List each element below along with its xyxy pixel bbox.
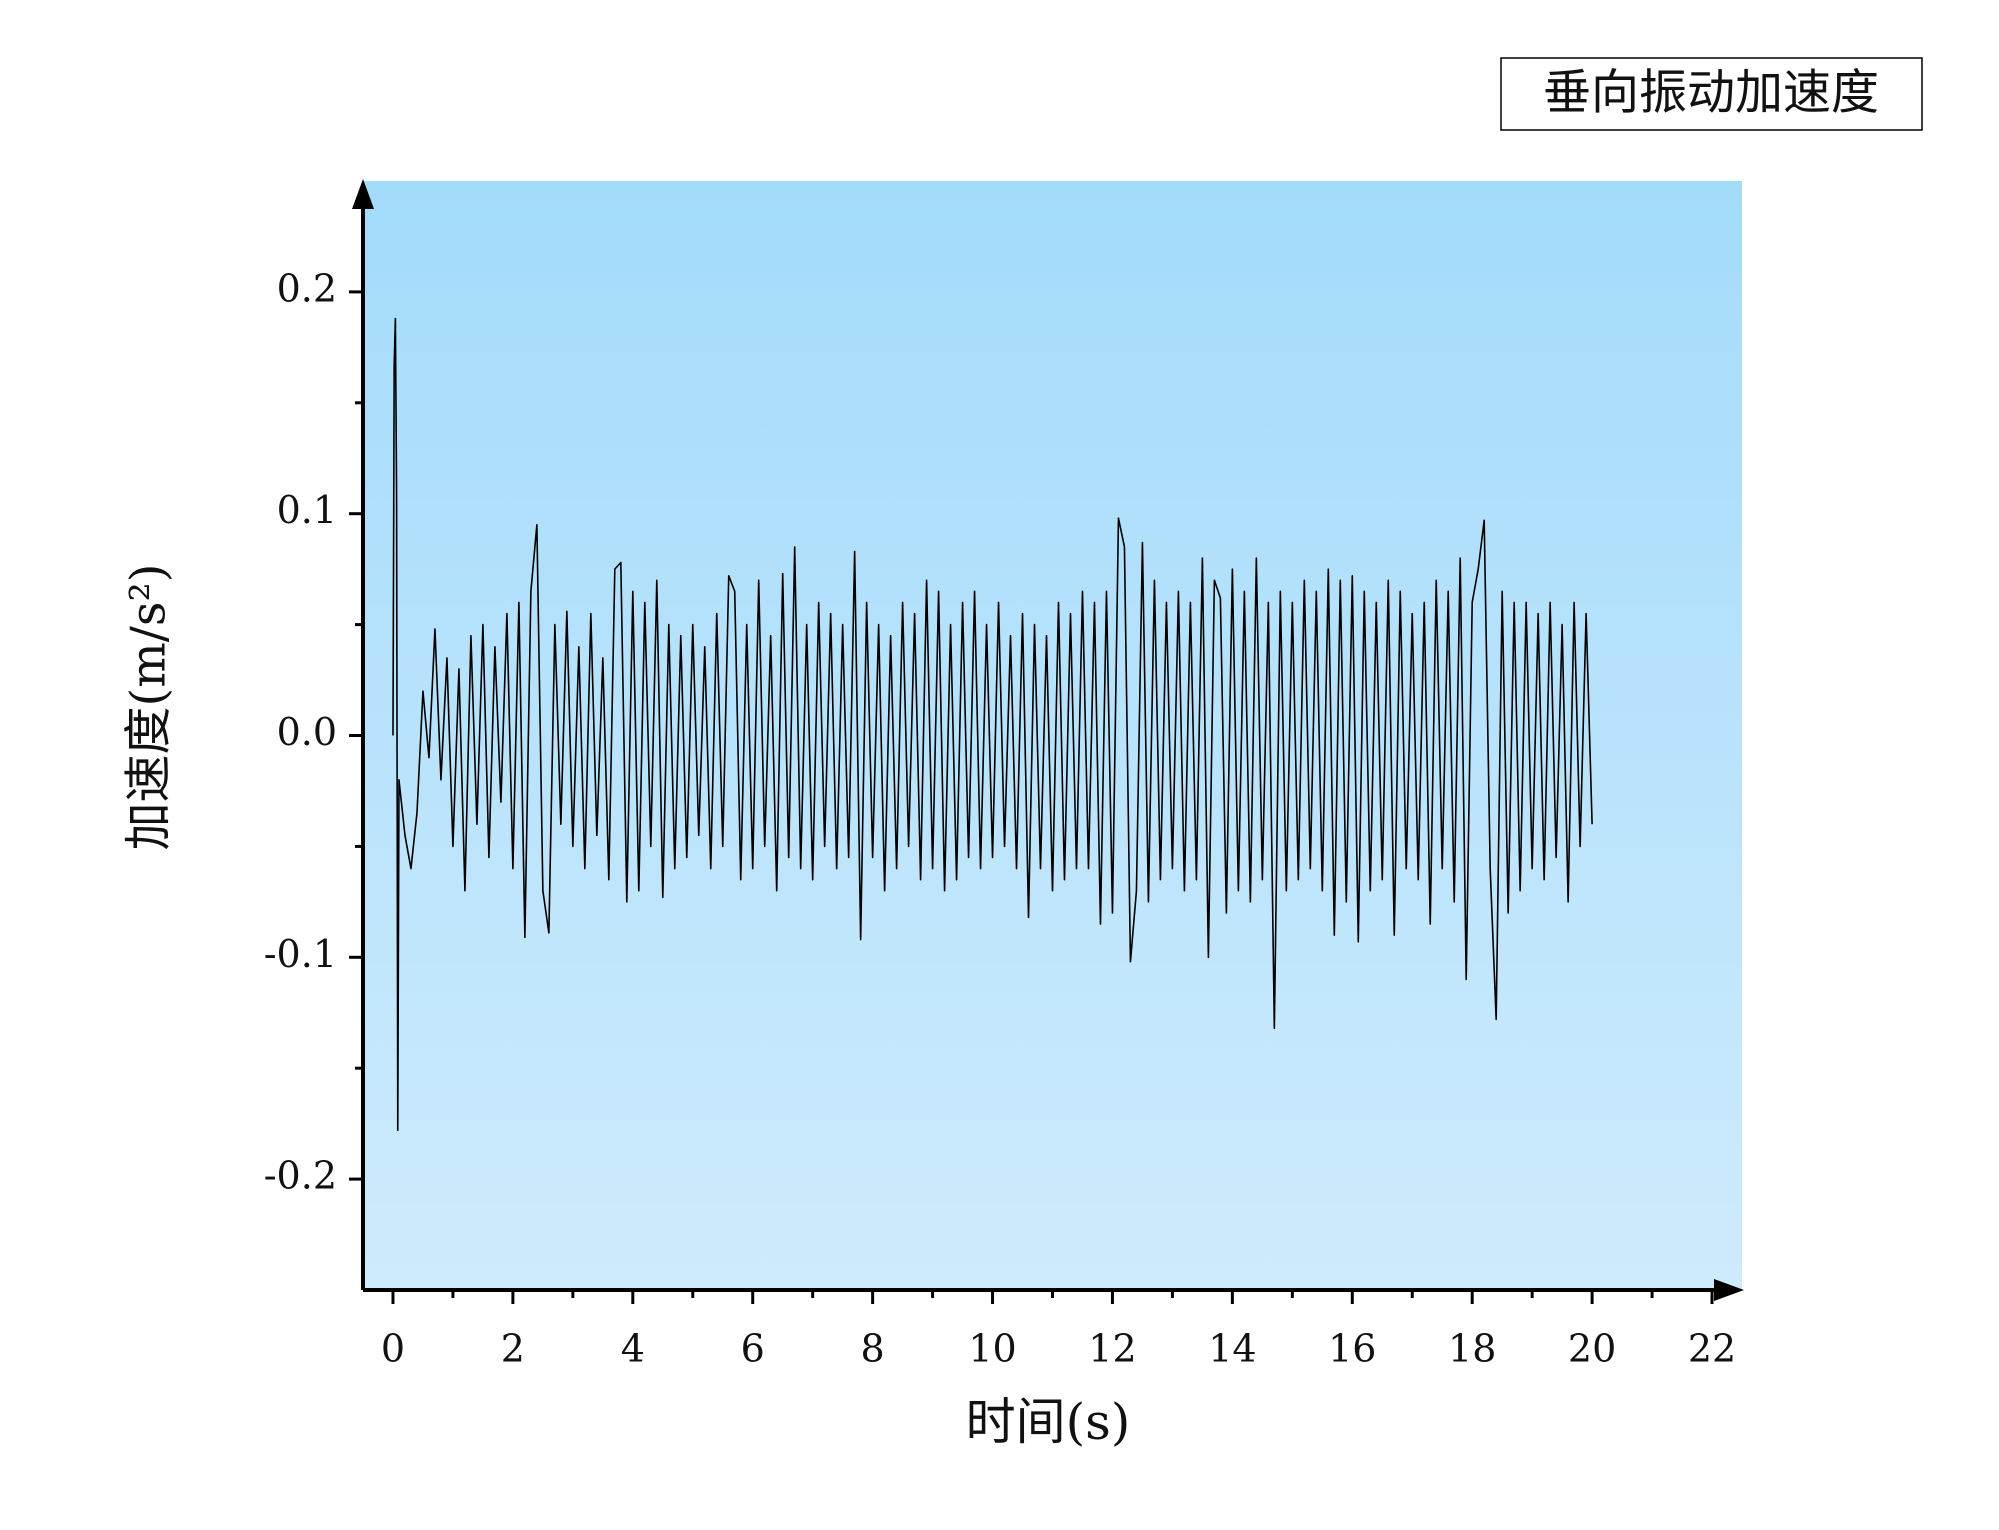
x-tick-label: 6 [741, 1327, 765, 1371]
y-tick-label: 0.1 [277, 488, 337, 532]
x-tick-label: 22 [1688, 1327, 1736, 1371]
legend-box [1500, 57, 1923, 131]
legend-label: 垂向振动加速度 [1543, 65, 1879, 121]
x-tick-label: 4 [621, 1327, 645, 1371]
x-tick-label: 0 [381, 1327, 405, 1371]
y-tick-label: 0.0 [277, 710, 337, 754]
x-tick-label: 16 [1328, 1327, 1376, 1371]
data-line [392, 317, 1593, 1132]
x-tick-label: 14 [1208, 1327, 1256, 1371]
x-axis-arrow [1714, 1279, 1744, 1301]
x-tick-label: 20 [1568, 1327, 1616, 1371]
y-axis-label: 加速度(m/s²) [121, 563, 177, 850]
y-tick-label: 0.2 [277, 266, 337, 310]
x-tick-label: 10 [968, 1327, 1016, 1371]
x-tick-label: 12 [1088, 1327, 1136, 1371]
x-tick-label: 18 [1448, 1327, 1496, 1371]
y-axis-arrow [352, 179, 374, 209]
y-tick-label: -0.2 [264, 1154, 337, 1198]
x-tick-label: 2 [501, 1327, 525, 1371]
x-tick-label: 8 [861, 1327, 885, 1371]
y-tick-label: -0.1 [264, 932, 337, 976]
x-axis-label: 时间(s) [966, 1393, 1131, 1451]
